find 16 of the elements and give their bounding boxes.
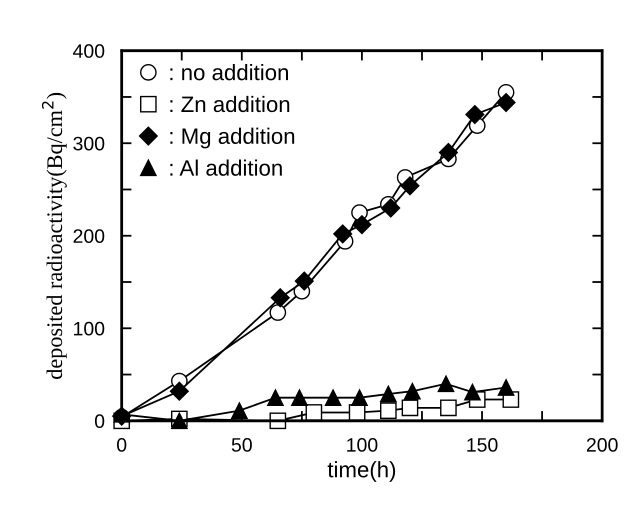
x-tick-label: 0 <box>117 438 126 452</box>
x-tick-label: 100 <box>347 438 378 452</box>
x-tick-label: 50 <box>232 438 252 452</box>
y-tick-label: 100 <box>74 322 104 336</box>
y-tick-label: 300 <box>73 136 104 150</box>
x-tick-label: 200 <box>586 438 618 452</box>
y-tick-label: 0 <box>94 414 104 428</box>
y-tick-label: 200 <box>74 229 104 243</box>
y-tick-label: 400 <box>73 44 104 58</box>
legend-label: : Al addition <box>170 160 282 176</box>
legend-label: : no addition <box>170 64 288 80</box>
x-tick-label: 150 <box>467 438 498 452</box>
legend-label: : Mg addition <box>170 128 294 148</box>
x-axis-title: time(h) <box>328 461 396 482</box>
y-axis-title: deposited radioactivity(Bq/cm$^{2}$) <box>42 92 67 379</box>
legend-label: : Zn addition <box>170 96 290 112</box>
